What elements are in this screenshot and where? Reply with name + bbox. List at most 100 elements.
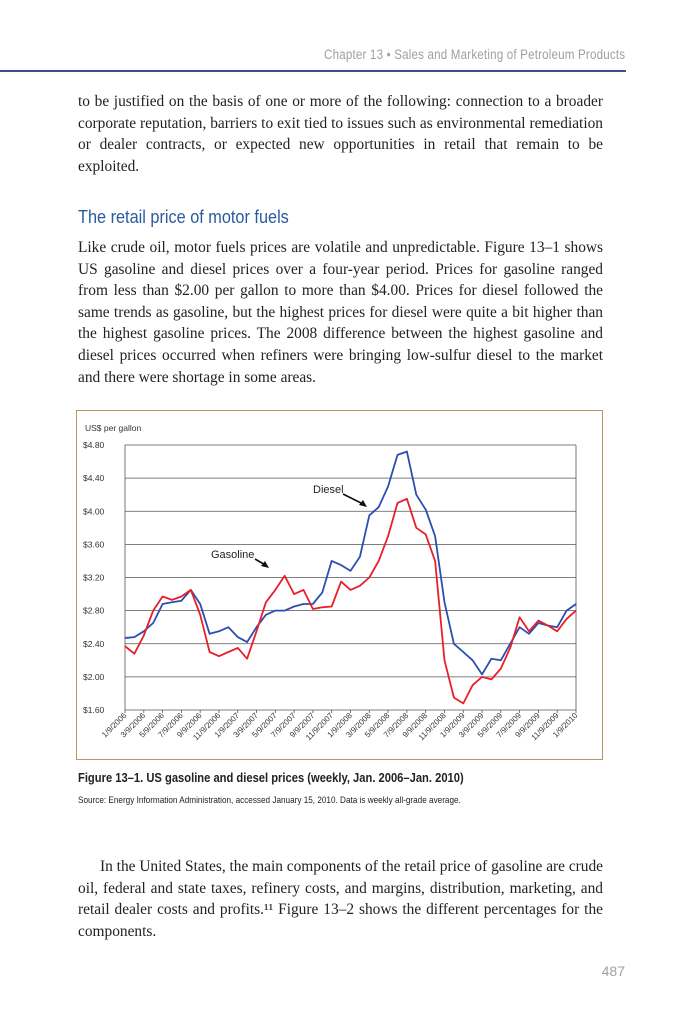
gasoline-point <box>302 589 305 591</box>
gasoline-point <box>284 575 286 577</box>
diesel-point <box>481 673 483 675</box>
gasoline-point <box>180 595 182 598</box>
diesel-point <box>566 610 568 612</box>
diesel-point <box>124 637 126 639</box>
gasoline-point <box>490 678 493 680</box>
diesel-point <box>434 535 436 537</box>
diesel-point <box>133 636 135 638</box>
gasoline-point <box>415 527 417 529</box>
chart-svg: US$ per gallon $1.60 $2.00 $2.40 $2.80 $3.20… <box>83 423 580 742</box>
diesel-point <box>556 626 558 628</box>
diesel-point <box>180 600 182 602</box>
diesel-point <box>246 641 248 643</box>
diesel-point <box>227 626 229 628</box>
gasoline-point <box>453 696 455 699</box>
gasoline-point <box>293 593 295 595</box>
diesel-point <box>415 494 417 496</box>
annotation-gasoline: Gasoline <box>211 549 254 561</box>
diesel-point <box>359 556 361 558</box>
diesel-point <box>387 485 389 488</box>
page-number: 487 <box>601 963 625 979</box>
gasoline-point <box>208 651 211 653</box>
gasoline-point <box>481 676 483 678</box>
y-tick-label: $2.80 <box>83 606 105 616</box>
gasoline-point <box>274 589 276 591</box>
diesel-point <box>519 626 521 628</box>
y-tick-label: $2.00 <box>83 672 105 682</box>
gasoline-point <box>566 618 568 620</box>
diesel-point <box>490 658 493 660</box>
diesel-point <box>265 614 267 616</box>
diesel-point <box>537 622 540 624</box>
diesel-point <box>340 564 342 566</box>
gasoline-point <box>500 667 502 670</box>
y-tick-label: $4.40 <box>83 473 105 483</box>
gasoline-point <box>152 610 154 612</box>
diesel-point <box>406 451 408 453</box>
gasoline-point <box>321 606 323 608</box>
diesel-point <box>274 610 276 612</box>
gasoline-point <box>227 651 229 653</box>
gasoline-point <box>509 647 511 649</box>
diesel-point <box>378 506 380 508</box>
gasoline-point <box>359 585 361 587</box>
gasoline-point <box>349 589 352 591</box>
gasoline-point <box>124 645 126 647</box>
gasoline-point <box>406 498 408 500</box>
gasoline-point <box>537 619 540 622</box>
gasoline-point <box>161 595 164 598</box>
gasoline-point <box>218 655 220 657</box>
y-axis-label: US$ per gallon <box>85 423 142 433</box>
y-tick-label: $3.20 <box>83 573 105 583</box>
figure-source: Source: Energy Information Administratio… <box>78 795 461 806</box>
paragraph-3: In the United States, the main component… <box>78 858 604 940</box>
diesel-point <box>472 659 474 661</box>
diesel-point <box>321 591 323 594</box>
diesel-point <box>528 633 530 635</box>
section-heading: The retail price of motor fuels <box>78 206 289 227</box>
diesel-point <box>208 633 211 635</box>
diesel-point <box>237 636 239 638</box>
paragraph-2: Like crude oil, motor fuels prices are v… <box>78 239 603 386</box>
diesel-point <box>349 570 352 572</box>
diesel-point <box>199 603 201 605</box>
gasoline-point <box>528 630 530 632</box>
diesel-point <box>443 601 446 603</box>
diesel-point <box>368 514 370 516</box>
annotation-diesel: Diesel <box>313 484 344 496</box>
gasoline-point <box>472 684 474 686</box>
gasoline-point <box>547 624 549 627</box>
gasoline-point <box>133 653 135 655</box>
gasoline-point <box>143 634 145 637</box>
gasoline-point <box>425 533 427 536</box>
diesel-point <box>143 630 145 632</box>
gasoline-point <box>378 560 380 562</box>
y-tick-label: $4.80 <box>83 440 105 450</box>
y-tick-label: $4.00 <box>83 506 105 516</box>
gasoline-point <box>171 599 173 601</box>
diesel-point <box>331 560 333 562</box>
gasoline-point <box>462 702 464 704</box>
gasoline-point <box>255 630 258 632</box>
gasoline-line <box>124 497 577 705</box>
y-tick-label: $1.60 <box>83 705 105 715</box>
gasoline-point <box>575 610 577 612</box>
diesel-point <box>218 630 220 632</box>
gasoline-point <box>237 647 239 649</box>
gasoline-point <box>331 605 333 608</box>
diesel-point <box>462 651 464 653</box>
running-header: Chapter 13 • Sales and Marketing of Petr… <box>323 47 625 62</box>
diesel-point <box>500 659 502 661</box>
paragraph-1: to be justified on the basis of one or m… <box>78 93 603 175</box>
y-tick-label: $3.60 <box>83 539 105 549</box>
diesel-point <box>302 603 305 605</box>
arrowhead-icon <box>261 561 269 568</box>
figure-caption: Figure 13–1. US gasoline and diesel pric… <box>78 770 464 785</box>
diesel-point <box>396 454 399 456</box>
diesel-point <box>293 605 295 608</box>
y-tick-label: $2.40 <box>83 639 105 649</box>
gasoline-point <box>368 576 370 579</box>
arrowhead-icon <box>359 500 367 507</box>
diesel-point <box>161 603 164 605</box>
